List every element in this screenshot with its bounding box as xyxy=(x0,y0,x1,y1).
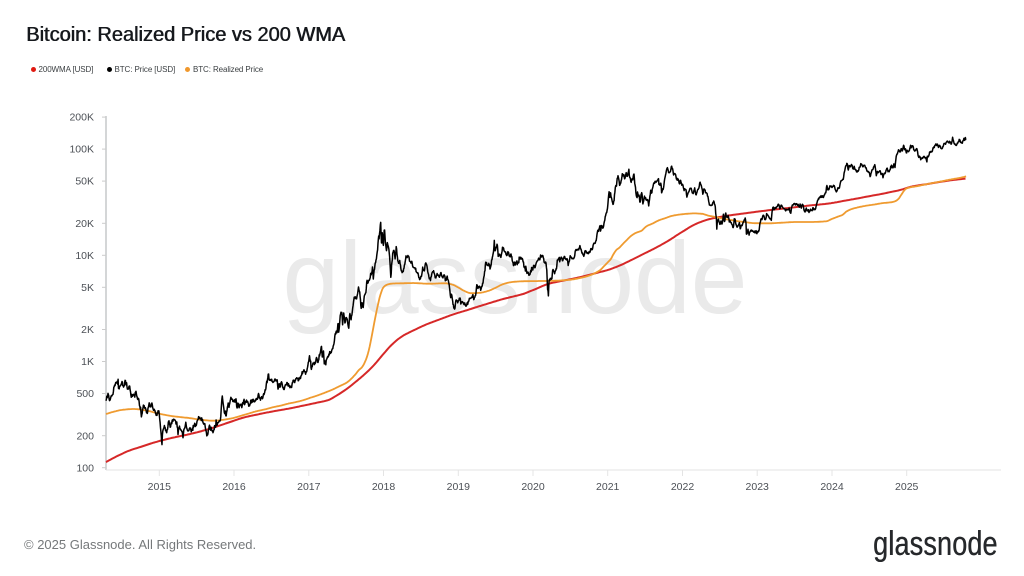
svg-text:10K: 10K xyxy=(75,250,94,262)
svg-text:2022: 2022 xyxy=(671,481,695,493)
svg-text:5K: 5K xyxy=(81,282,94,294)
svg-text:2016: 2016 xyxy=(222,481,246,493)
svg-text:1K: 1K xyxy=(81,356,94,368)
svg-text:2K: 2K xyxy=(81,324,94,336)
svg-text:2024: 2024 xyxy=(820,481,844,493)
svg-text:glassnode: glassnode xyxy=(282,221,747,335)
svg-text:200: 200 xyxy=(76,430,94,442)
svg-text:2017: 2017 xyxy=(297,481,321,493)
svg-text:20K: 20K xyxy=(75,218,94,230)
svg-text:100: 100 xyxy=(76,462,94,474)
svg-text:200K: 200K xyxy=(69,112,94,124)
svg-text:500: 500 xyxy=(76,388,94,400)
svg-text:100K: 100K xyxy=(69,144,94,156)
svg-text:2018: 2018 xyxy=(372,481,396,493)
svg-text:2015: 2015 xyxy=(148,481,172,493)
svg-text:2020: 2020 xyxy=(521,481,545,493)
svg-text:2023: 2023 xyxy=(746,481,770,493)
svg-text:2019: 2019 xyxy=(447,481,471,493)
svg-text:2021: 2021 xyxy=(596,481,620,493)
svg-text:50K: 50K xyxy=(75,176,94,188)
svg-text:2025: 2025 xyxy=(895,481,919,493)
